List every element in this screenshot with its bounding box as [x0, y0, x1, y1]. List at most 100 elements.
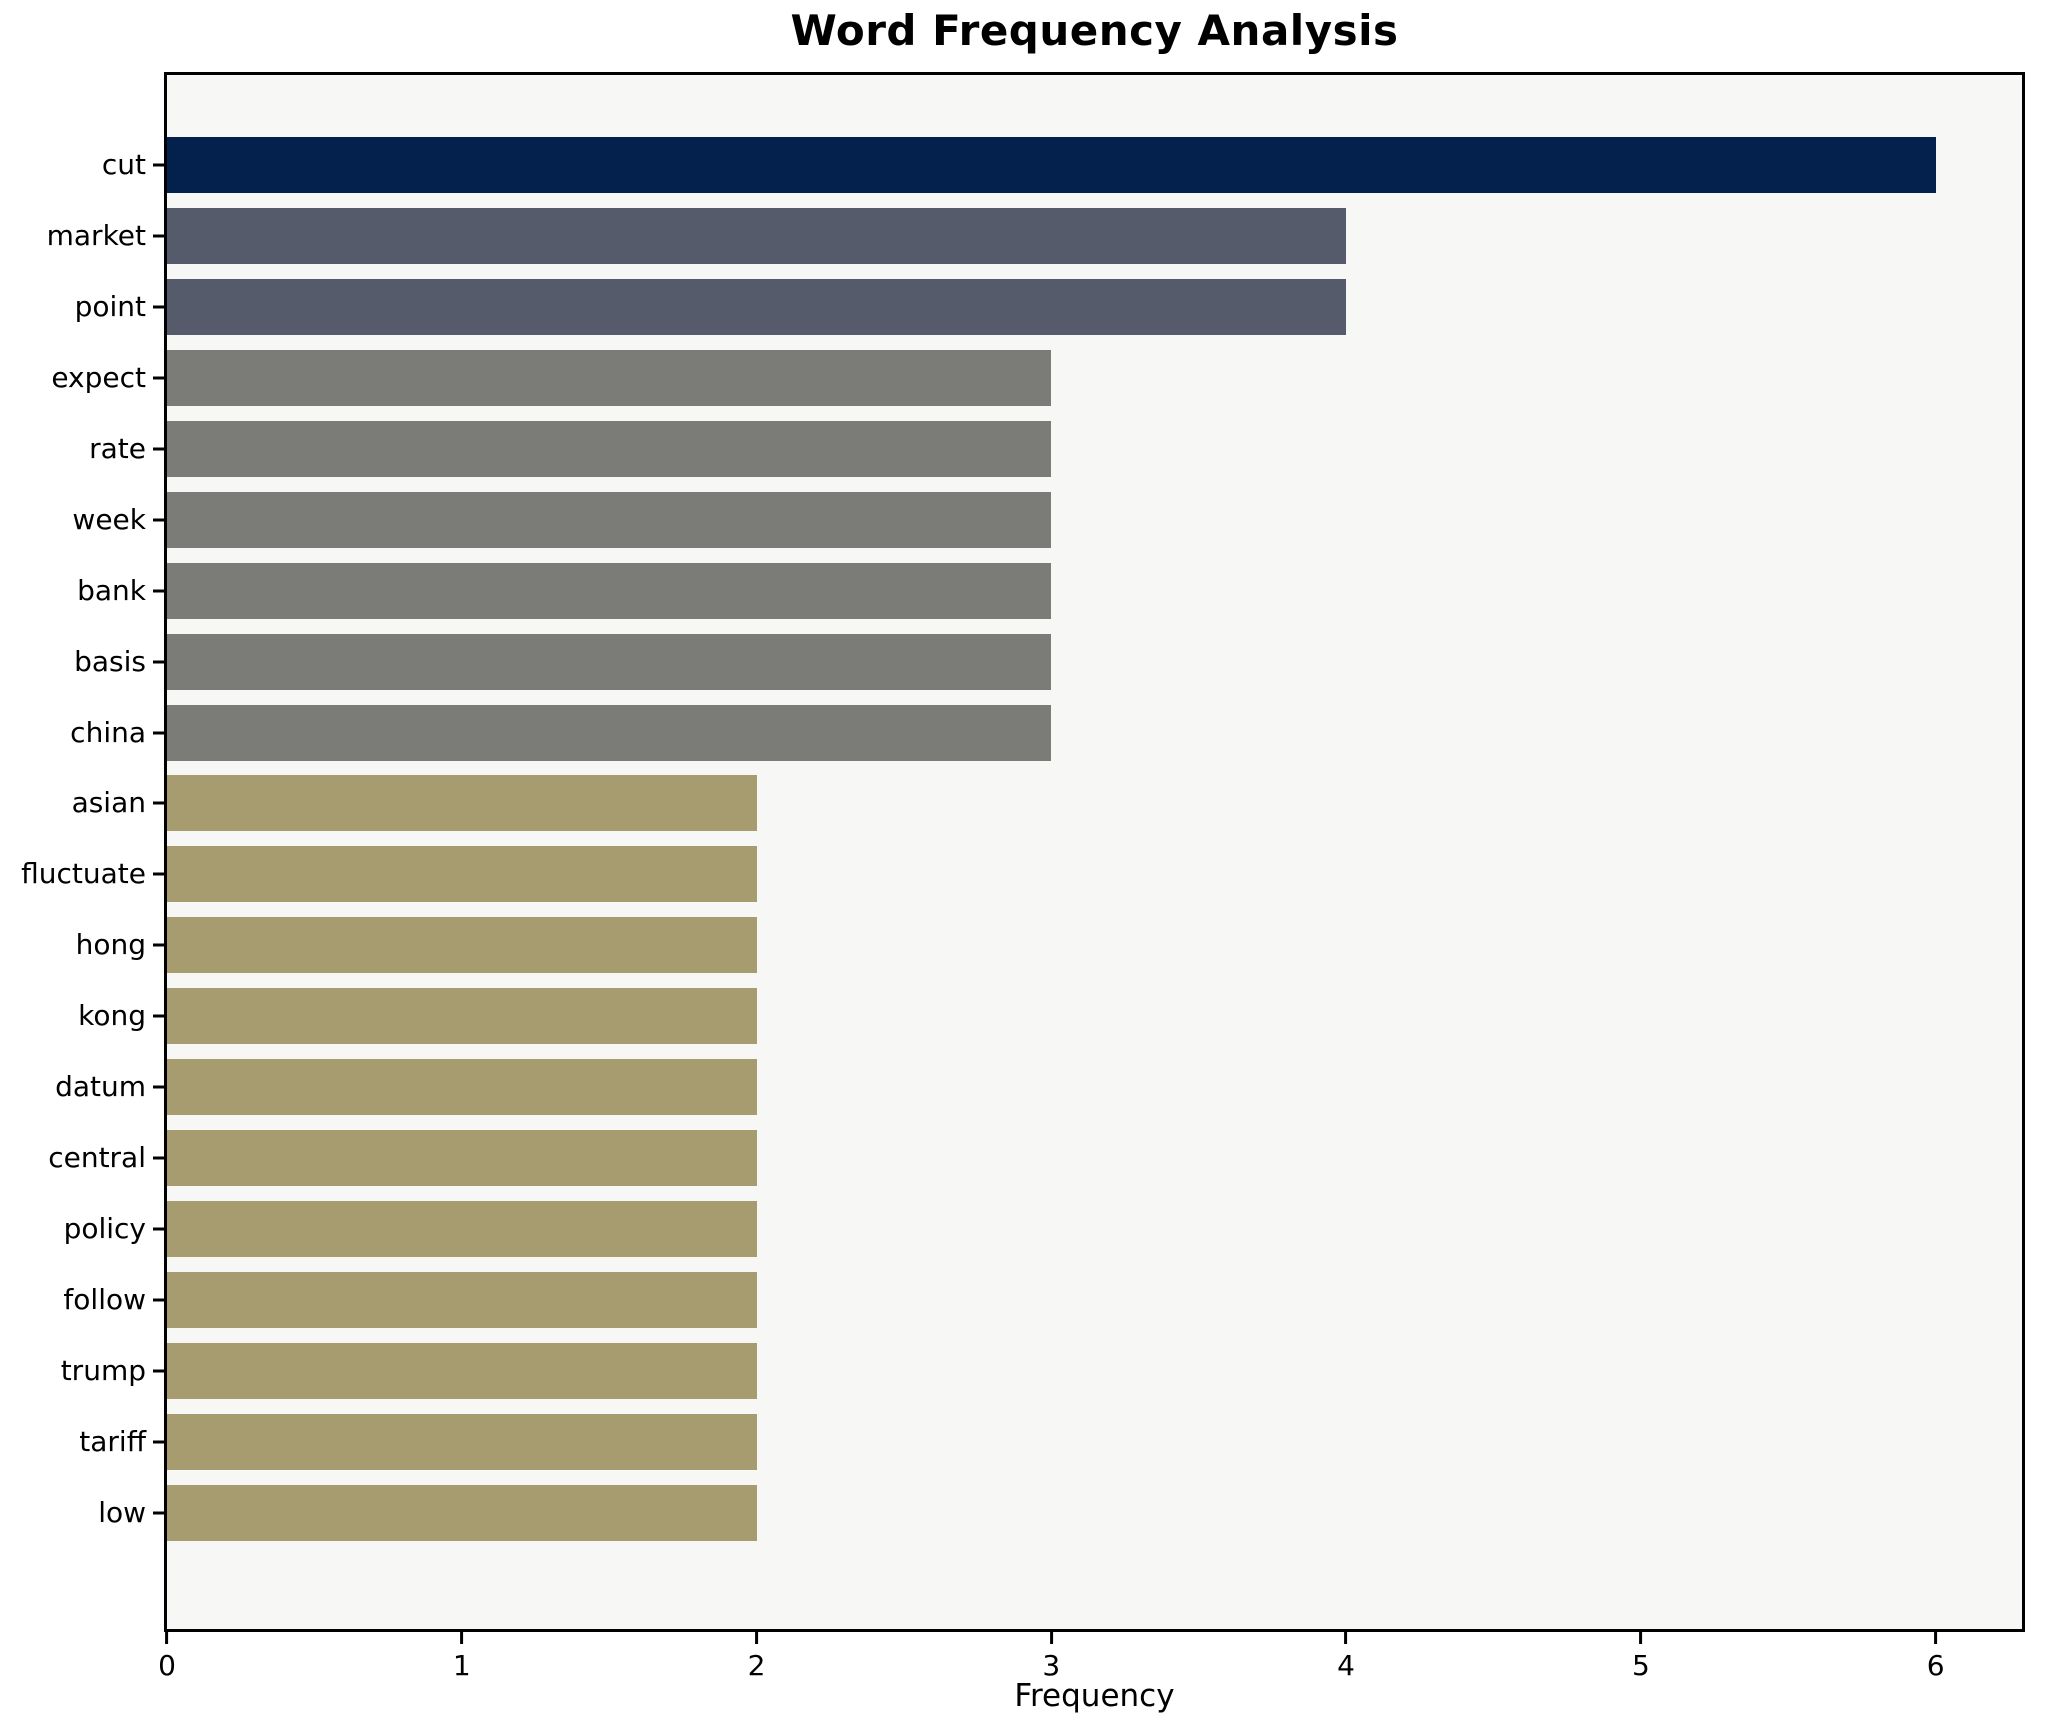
y-axis-label: central: [48, 1141, 146, 1175]
y-axis-label: fluctuate: [21, 857, 146, 891]
x-tick: 5: [1632, 1632, 1650, 1680]
x-tick-label: 3: [1042, 1649, 1061, 1682]
chart-title: Word Frequency Analysis: [790, 6, 1399, 55]
bar-row: hong: [76, 917, 2022, 974]
bar: [167, 988, 757, 1045]
bar: [167, 633, 1052, 690]
x-tick-mark: [460, 1632, 464, 1644]
bar: [167, 562, 1052, 619]
bar-row: rate: [89, 420, 2022, 477]
y-tick: [153, 163, 164, 167]
y-tick: [153, 943, 164, 947]
bar-row: expect: [51, 349, 2022, 406]
y-tick: [153, 801, 164, 805]
bar-row: bank: [77, 562, 2022, 619]
y-tick: [153, 1156, 164, 1160]
bar-row: datum: [55, 1059, 2022, 1116]
y-axis-label: follow: [63, 1283, 146, 1316]
x-tick-mark: [755, 1632, 759, 1644]
x-tick-label: 2: [747, 1649, 766, 1682]
x-tick-label: 4: [1337, 1649, 1355, 1682]
bar-row: policy: [64, 1201, 2022, 1258]
bar-row: kong: [78, 988, 2022, 1045]
x-tick-mark: [165, 1632, 169, 1644]
x-tick-label: 0: [158, 1649, 176, 1682]
y-axis-label: trump: [60, 1353, 146, 1387]
bar: [167, 420, 1052, 477]
bar-row: tariff: [79, 1413, 2022, 1470]
bar-row: fluctuate: [21, 846, 2022, 903]
x-tick: 0: [158, 1632, 176, 1680]
bar: [167, 775, 757, 832]
bar: [167, 491, 1052, 548]
x-tick: 4: [1337, 1632, 1355, 1680]
bar: [167, 1342, 757, 1399]
bar-row: cut: [102, 137, 2022, 193]
x-tick: 6: [1927, 1632, 1945, 1680]
y-tick: [153, 1440, 164, 1444]
y-axis-label: asian: [71, 786, 146, 820]
bar-row: asian: [72, 775, 2022, 832]
bar: [167, 137, 1936, 193]
bar-row: point: [75, 278, 2022, 335]
y-axis-label: china: [70, 715, 146, 749]
y-tick: [153, 731, 164, 734]
x-tick-mark: [1049, 1632, 1053, 1644]
y-tick: [153, 1369, 164, 1373]
bar: [167, 1272, 757, 1328]
y-axis-label: bank: [77, 573, 146, 607]
x-axis: 0 1 2 3 4 5 6: [158, 1632, 2022, 1692]
x-tick: 2: [747, 1632, 766, 1682]
bar: [167, 1413, 757, 1470]
y-tick: [153, 447, 164, 451]
y-axis-label: rate: [89, 431, 146, 465]
bar-row: trump: [61, 1342, 2022, 1399]
y-axis-label: basis: [74, 644, 146, 678]
y-axis-label: market: [46, 218, 146, 252]
y-axis-label: policy: [63, 1212, 146, 1246]
y-tick: [153, 376, 164, 380]
y-tick: [153, 1227, 164, 1231]
bar-row: basis: [74, 633, 2022, 690]
y-axis-label: cut: [101, 148, 146, 181]
y-tick: [153, 589, 164, 593]
bar: [167, 1059, 757, 1116]
x-tick-mark: [1344, 1632, 1348, 1644]
bar: [167, 278, 1347, 335]
bar-row: week: [72, 491, 2022, 548]
bar: [167, 917, 757, 974]
y-axis-label: tariff: [79, 1424, 146, 1458]
bar: [167, 1201, 757, 1258]
y-axis-label: kong: [78, 999, 146, 1033]
plot-area: cut market point expect rate week bank basis chi…: [21, 72, 2025, 1632]
bar-row: follow: [63, 1272, 2022, 1328]
x-tick-label: 1: [452, 1649, 471, 1682]
x-tick-label: 6: [1926, 1649, 1945, 1682]
y-tick: [153, 518, 164, 522]
y-tick: [153, 305, 164, 309]
x-axis-label: Frequency: [1014, 1678, 1175, 1714]
bar-row: central: [48, 1130, 2022, 1187]
x-tick: 1: [453, 1632, 471, 1680]
y-tick: [153, 660, 164, 664]
y-axis-label: expect: [51, 360, 146, 394]
y-tick: [153, 234, 164, 238]
bar: [167, 1484, 757, 1541]
y-axis-label: low: [98, 1495, 146, 1529]
bar-row: low: [98, 1484, 2022, 1541]
bar-row: china: [70, 704, 2022, 761]
bar: [167, 349, 1052, 406]
y-axis-label: datum: [55, 1070, 146, 1104]
x-tick-mark: [1934, 1632, 1938, 1644]
bar-row: market: [47, 207, 2022, 264]
y-axis-label: point: [74, 289, 146, 323]
y-axis-label: hong: [75, 928, 146, 962]
x-tick-label: 5: [1631, 1649, 1650, 1682]
bar: [167, 1130, 757, 1187]
bars: cut market point expect rate week bank basis chi…: [21, 75, 2022, 1629]
y-tick: [153, 872, 164, 876]
x-tick-mark: [1639, 1632, 1643, 1644]
y-axis-label: week: [72, 502, 146, 536]
y-tick: [153, 1014, 164, 1018]
